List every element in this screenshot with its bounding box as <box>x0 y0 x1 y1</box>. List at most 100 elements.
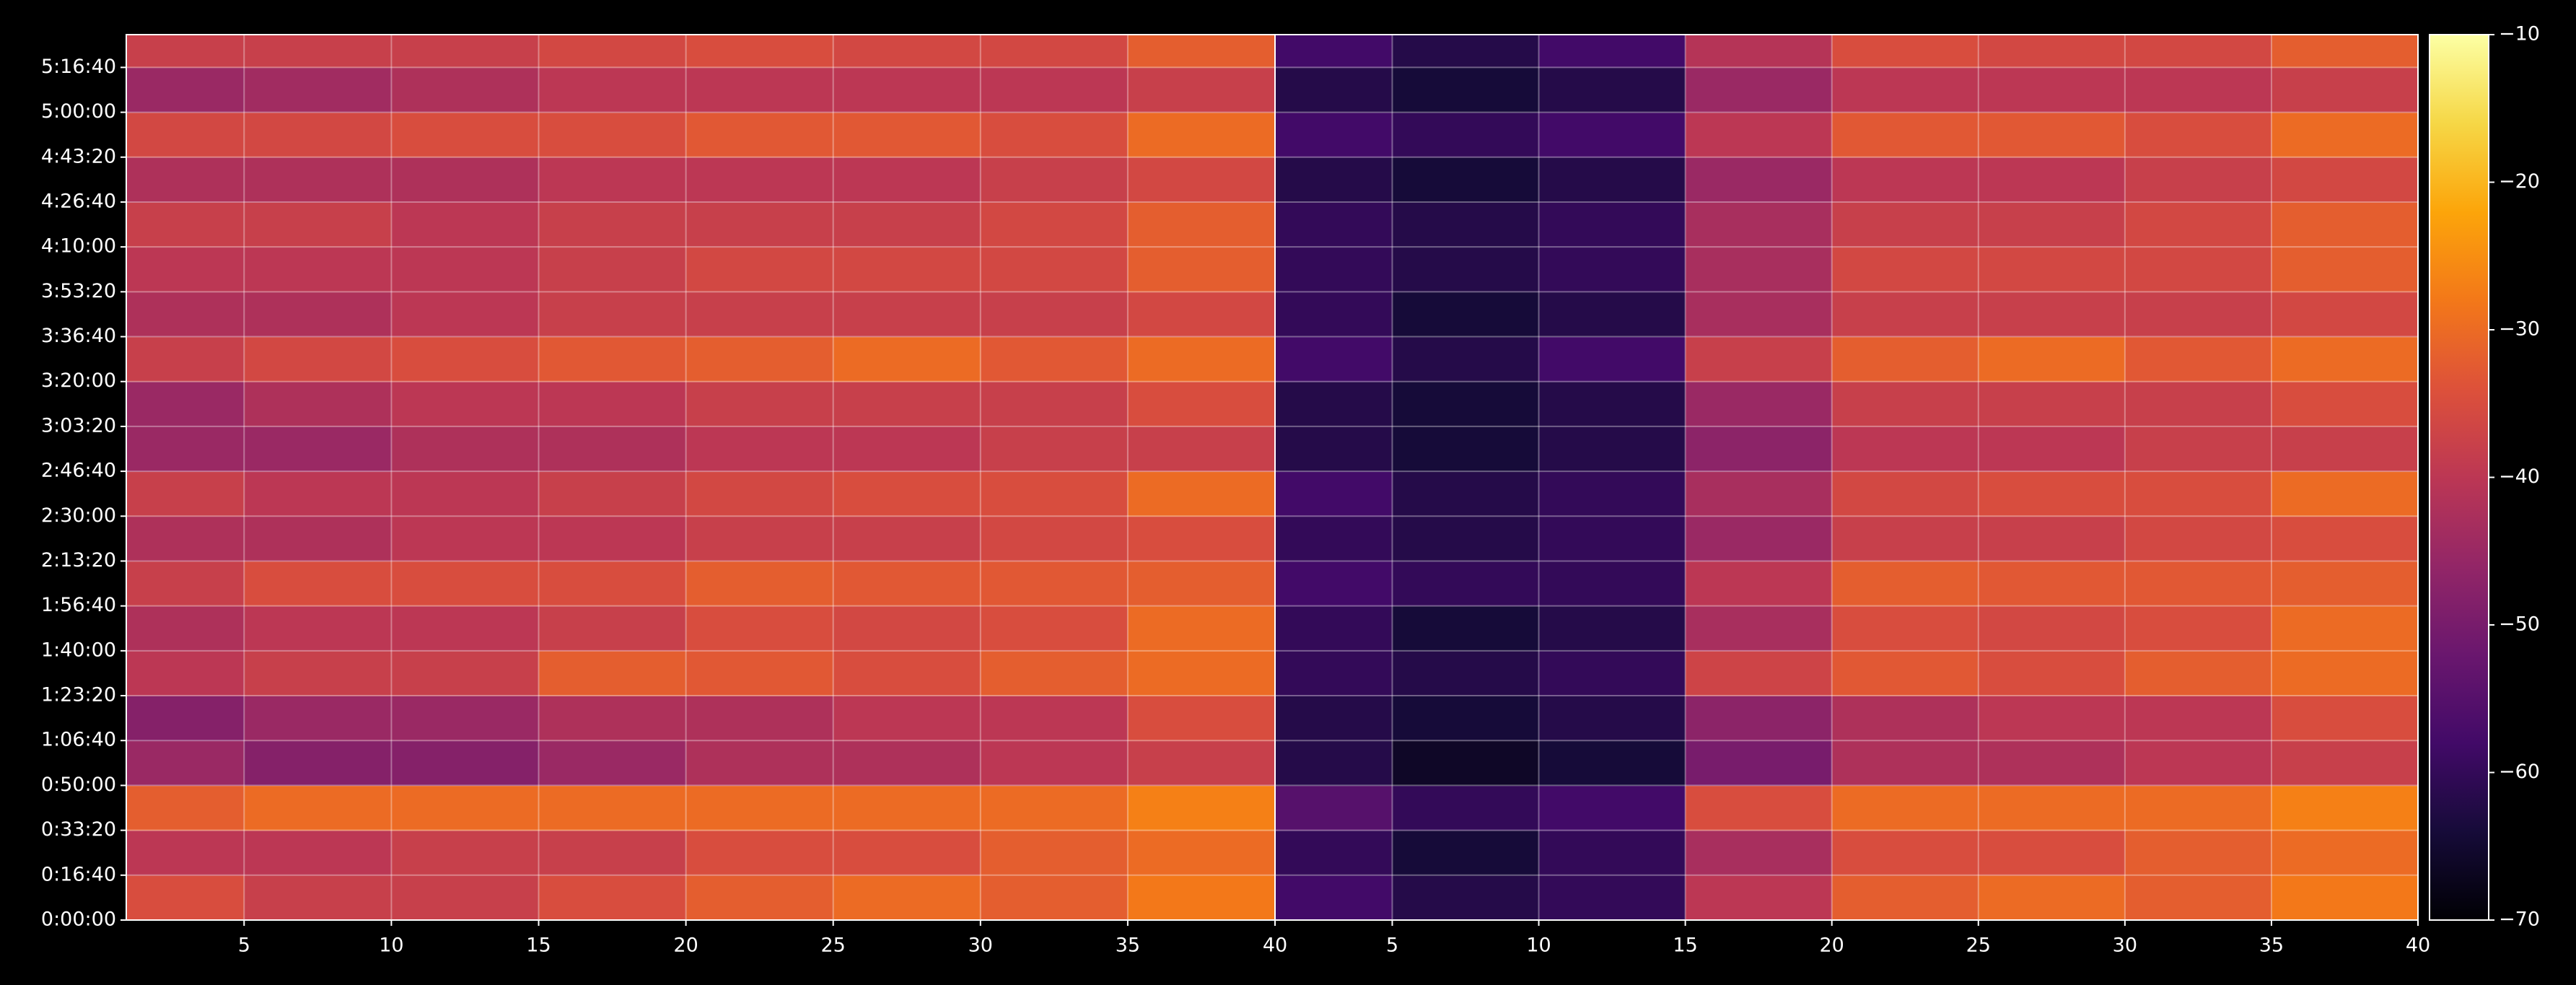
heatmap-cell <box>980 247 1129 292</box>
heatmap-cell <box>833 247 981 292</box>
heatmap-cell <box>244 785 392 831</box>
heatmap-cell <box>1538 426 1686 472</box>
heatmap-cell <box>1392 471 1540 517</box>
heatmap-cell <box>1978 336 2126 382</box>
heatmap-cell <box>126 201 245 248</box>
heatmap-cell <box>126 561 245 607</box>
heatmap-cell <box>1831 201 1979 248</box>
heatmap-cell <box>1275 292 1393 338</box>
heatmap-cell <box>1127 471 1276 517</box>
heatmap-cell <box>1831 112 1979 158</box>
heatmap-cell <box>1685 830 1833 876</box>
heatmap-cell <box>538 561 687 607</box>
heatmap-cell <box>1685 336 1833 382</box>
heatmap-cell <box>1392 516 1540 561</box>
heatmap-cell <box>2124 830 2272 876</box>
y-tick-label: 3:03:20 <box>41 414 116 437</box>
heatmap-cell <box>1275 247 1393 292</box>
heatmap-cell <box>1831 561 1979 607</box>
heatmap-cell <box>1538 67 1686 113</box>
heatmap-cell <box>1127 740 1276 786</box>
heatmap-cell <box>980 471 1129 517</box>
heatmap-cell <box>1831 740 1979 786</box>
heatmap-cell <box>833 157 981 203</box>
heatmap-cell <box>833 426 981 472</box>
heatmap-cell <box>1978 696 2126 741</box>
heatmap-cell <box>2271 516 2419 561</box>
heatmap-cell <box>1392 292 1540 338</box>
x-tick-label: 20 <box>1820 934 1844 957</box>
heatmap-cell <box>685 875 834 921</box>
heatmap-cell <box>2271 650 2419 696</box>
heatmap-cell <box>538 740 687 786</box>
heatmap-cell <box>1392 830 1540 876</box>
heatmap-cell <box>1127 35 1276 68</box>
heatmap-cell <box>833 112 981 158</box>
heatmap-cell <box>1538 247 1686 292</box>
heatmap-cell <box>391 35 539 68</box>
heatmap-cell <box>1685 875 1833 921</box>
heatmap-cell <box>126 785 245 831</box>
heatmap-cell <box>2271 292 2419 338</box>
y-tick-label: 0:33:20 <box>41 818 116 841</box>
x-tick-label: 40 <box>2406 934 2430 957</box>
heatmap-cell <box>1392 157 1540 203</box>
heatmap-cell <box>833 336 981 382</box>
heatmap-cell <box>1392 247 1540 292</box>
heatmap-cell <box>244 471 392 517</box>
heatmap-cell <box>1538 336 1686 382</box>
y-tick-label: 5:00:00 <box>41 100 116 123</box>
heatmap-cell <box>391 471 539 517</box>
heatmap-cell <box>2124 35 2272 68</box>
heatmap-cell <box>391 381 539 427</box>
heatmap-cell <box>980 112 1129 158</box>
heatmap-cell <box>244 696 392 741</box>
heatmap-cell <box>1685 696 1833 741</box>
y-tick-label: 3:36:40 <box>41 325 116 347</box>
heatmap-cell <box>1831 426 1979 472</box>
heatmap-cell <box>244 650 392 696</box>
heatmap-cell <box>126 247 245 292</box>
heatmap-cell <box>2271 696 2419 741</box>
heatmap-cell <box>391 336 539 382</box>
heatmap-cell <box>538 605 687 652</box>
heatmap-cell <box>244 112 392 158</box>
x-tick-label: 40 <box>1263 934 1287 957</box>
heatmap-cell <box>244 157 392 203</box>
heatmap-cell <box>126 650 245 696</box>
heatmap-cell <box>1127 247 1276 292</box>
heatmap-cell <box>833 785 981 831</box>
colorbar <box>2429 34 2489 921</box>
heatmap-cell <box>1978 740 2126 786</box>
heatmap-cell <box>126 426 245 472</box>
x-tick-label: 25 <box>1966 934 1991 957</box>
heatmap-cell <box>1275 740 1393 786</box>
heatmap-cell <box>833 471 981 517</box>
x-tick-label: 15 <box>526 934 551 957</box>
heatmap-cell <box>1831 605 1979 652</box>
heatmap-cell <box>1538 605 1686 652</box>
heatmap-cell <box>126 35 245 68</box>
heatmap-cell <box>2124 67 2272 113</box>
heatmap-cell <box>833 201 981 248</box>
heatmap-cell <box>244 35 392 68</box>
heatmap-cell <box>244 201 392 248</box>
heatmap-cell <box>980 875 1129 921</box>
heatmap-cell <box>2124 696 2272 741</box>
heatmap-cell <box>1685 605 1833 652</box>
heatmap-cell <box>1392 201 1540 248</box>
heatmap-cell <box>1127 292 1276 338</box>
heatmap-cell <box>1978 157 2126 203</box>
y-tick-label: 4:10:00 <box>41 235 116 258</box>
heatmap-cell <box>1978 516 2126 561</box>
y-tick-label: 4:26:40 <box>41 190 116 212</box>
heatmap-cell <box>980 785 1129 831</box>
heatmap-cell <box>126 516 245 561</box>
heatmap-cell <box>1275 650 1393 696</box>
y-tick-label: 1:23:20 <box>41 684 116 706</box>
heatmap-cell <box>1831 875 1979 921</box>
x-tick-label: 15 <box>1673 934 1697 957</box>
heatmap-cell <box>1275 336 1393 382</box>
colorbar-tick-label: −50 <box>2499 613 2540 636</box>
y-tick-label: 3:20:00 <box>41 369 116 392</box>
